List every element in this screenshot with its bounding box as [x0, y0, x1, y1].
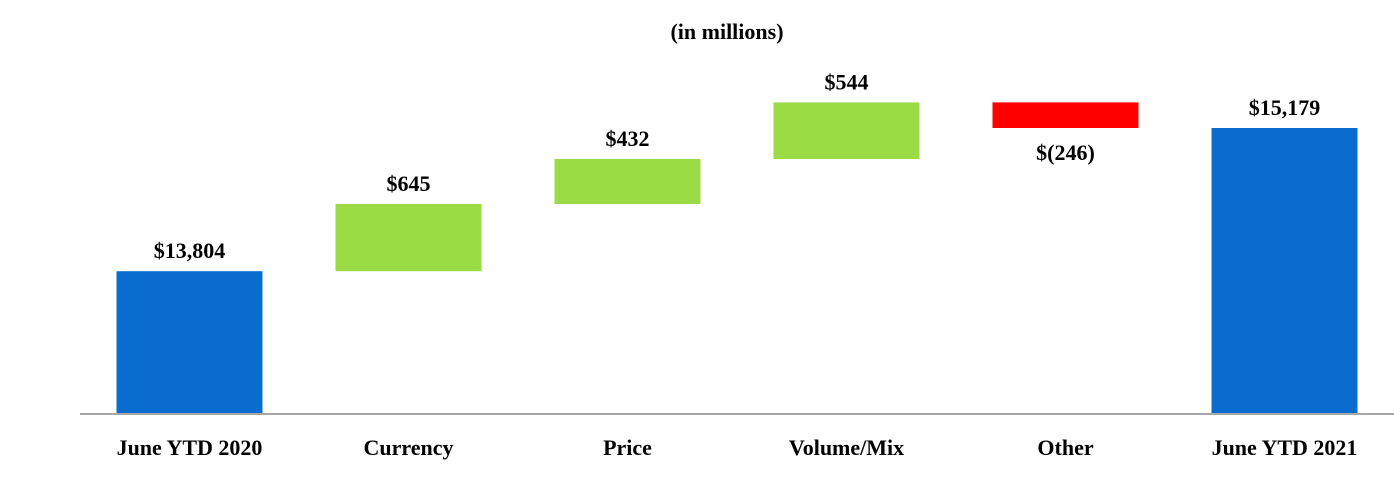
value-label-june-ytd-2020: $13,804 [154, 238, 226, 263]
bars-group [116, 102, 1358, 414]
category-label-volume-mix: Volume/Mix [789, 435, 904, 460]
value-labels-group: $13,804 $645 $432 $544 $(246) $15,179 [154, 69, 1321, 263]
bar-other [992, 102, 1139, 128]
bar-currency [335, 204, 482, 272]
category-labels-group: June YTD 2020 Currency Price Volume/Mix Othe… [117, 435, 1358, 460]
bar-price [554, 159, 701, 204]
chart-title: (in millions) [670, 19, 783, 44]
bar-volume-mix [773, 102, 920, 159]
bar-june-ytd-2021 [1211, 128, 1358, 414]
value-label-currency: $645 [387, 171, 431, 196]
category-label-june-ytd-2021: June YTD 2021 [1212, 435, 1358, 460]
category-label-june-ytd-2020: June YTD 2020 [117, 435, 263, 460]
value-label-june-ytd-2021: $15,179 [1249, 95, 1321, 120]
value-label-price: $432 [606, 126, 650, 151]
category-label-price: Price [603, 435, 652, 460]
bar-june-ytd-2020 [116, 271, 263, 414]
category-label-other: Other [1037, 435, 1093, 460]
value-label-other: $(246) [1036, 140, 1095, 165]
value-label-volume-mix: $544 [825, 69, 869, 94]
category-label-currency: Currency [363, 435, 453, 460]
